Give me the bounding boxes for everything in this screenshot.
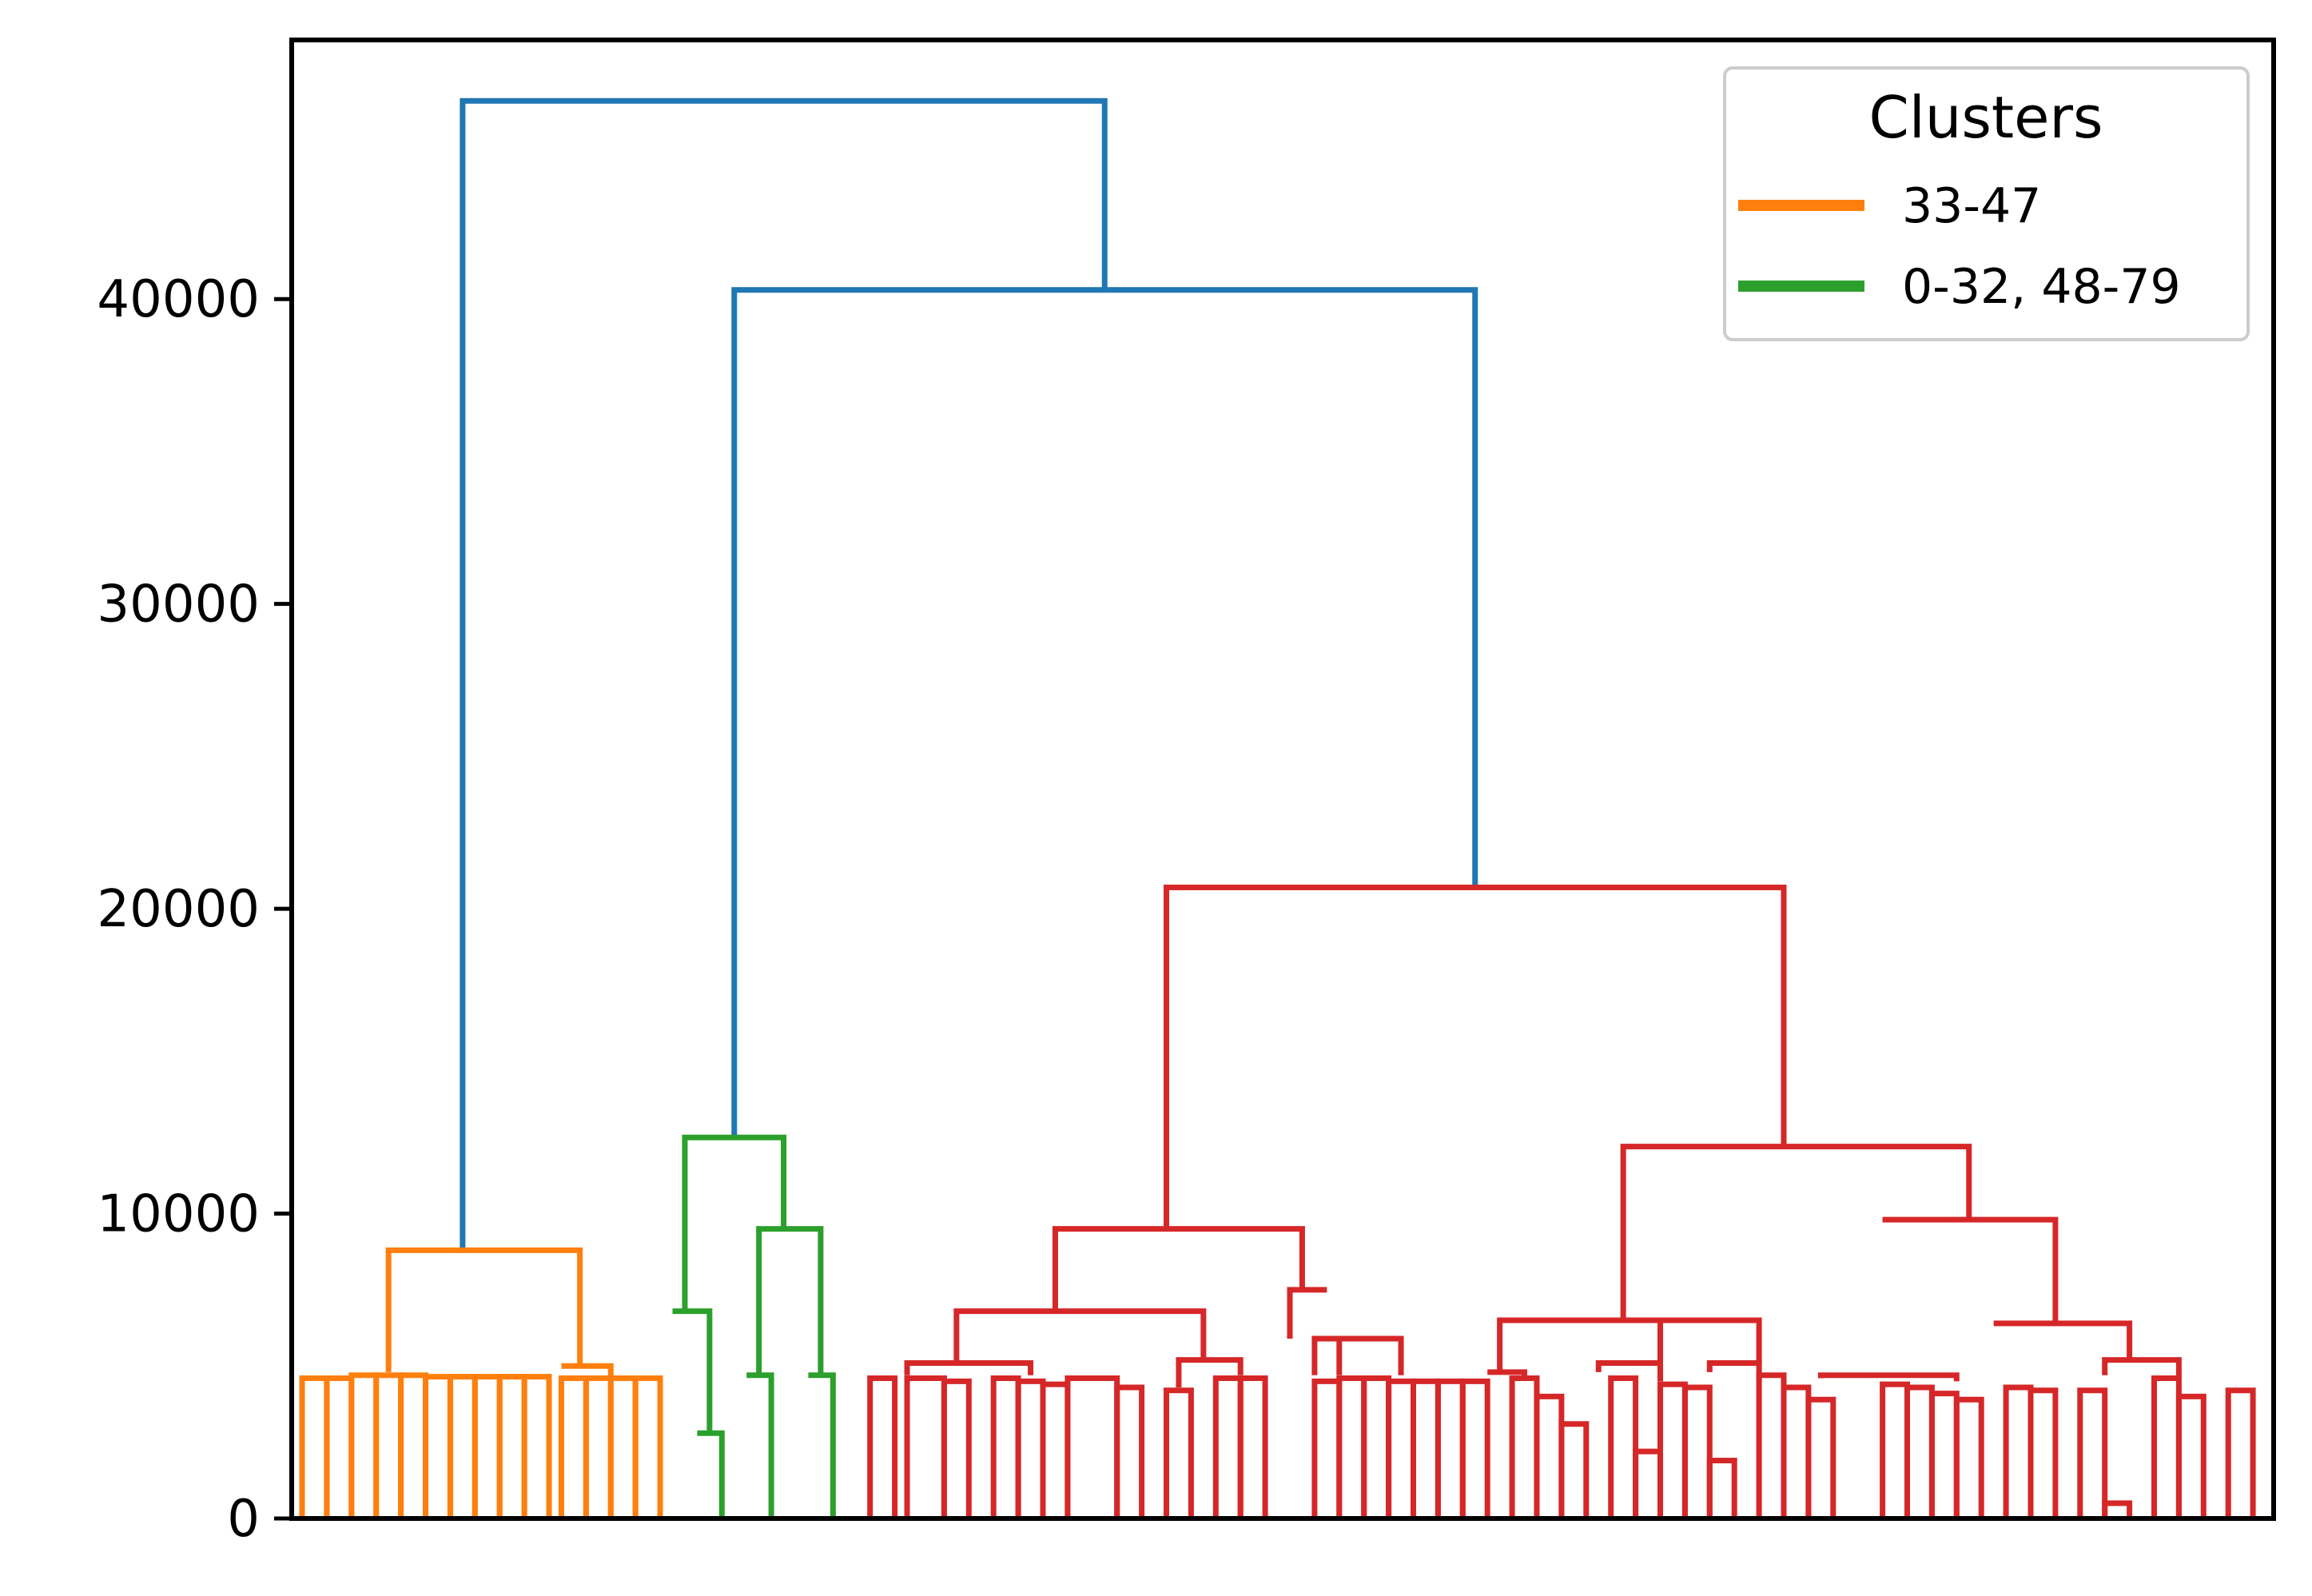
dendrogram-link-8: [746, 1372, 774, 1518]
y-tick-label-2: 20000: [97, 880, 260, 939]
dendrogram-link-5: [672, 1308, 713, 1434]
dendrogram-link-1: [731, 287, 1478, 1138]
red-leaf-link-28: [1805, 1396, 1836, 1518]
dendrogram-link-14: [904, 1359, 1034, 1375]
y-tick-label-3: 30000: [97, 575, 260, 635]
red-leaf-link-39: [2225, 1387, 2256, 1518]
dendrogram-link-10: [1164, 884, 1787, 1229]
red-leaf-link-38: [2175, 1393, 2207, 1518]
dendrogram-link-23: [1706, 1359, 1762, 1382]
y-tick-label-1: 10000: [97, 1185, 260, 1244]
red-leaf-link-25: [1706, 1458, 1737, 1518]
red-leaf-link-17: [1459, 1378, 1490, 1518]
red-leaf-link-35: [2077, 1387, 2108, 1518]
dendrogram-link-12: [1052, 1226, 1305, 1311]
dendrogram-link-25: [1993, 1320, 2133, 1360]
red-leaf-link-20: [1558, 1421, 1590, 1518]
dendrogram-link-26: [1817, 1372, 1960, 1382]
red-leaf-link-24: [1681, 1384, 1713, 1518]
y-tick-label-4: 40000: [97, 270, 260, 329]
red-leaf-link-34: [2027, 1387, 2059, 1518]
red-leaf-link-32: [1953, 1396, 1984, 1518]
y-axis: 0 10000 20000 30000 40000: [97, 270, 292, 1549]
red-leaf-link-7: [1114, 1384, 1145, 1518]
y-tick-label-0: 0: [227, 1490, 260, 1549]
dendrogram-link-6: [697, 1430, 725, 1518]
red-leaf-link-2: [941, 1378, 972, 1518]
red-leaf-link-10: [1237, 1375, 1268, 1518]
legend-label-0-32-48-79: 0-32, 48-79: [1902, 259, 2181, 315]
dendrogram-link-27: [2102, 1357, 2182, 1379]
dendrogram-leaves: [299, 1372, 2256, 1518]
legend-label-33-47: 33-47: [1902, 178, 2041, 234]
dendrogram-link-7: [756, 1226, 824, 1375]
red-leaf-link-21: [1608, 1375, 1639, 1518]
dendrogram-links: [385, 98, 2182, 1518]
plot-frame: [289, 38, 2276, 1521]
dendrogram-link-11: [1620, 1144, 1972, 1321]
dendrogram-link-16: [1287, 1287, 1327, 1339]
red-leaf-link-0: [867, 1375, 898, 1518]
dendrogram-link-0: [460, 98, 1108, 1251]
legend-box: [1723, 66, 2250, 341]
dendrogram-link-18: [1336, 1335, 1404, 1375]
dendrogram-link-15: [1176, 1357, 1244, 1387]
red-leaf-link-36: [2102, 1500, 2133, 1518]
dendrogram-link-24: [1882, 1216, 2059, 1323]
dendrogram-link-22: [1595, 1359, 1663, 1382]
dendrogram-link-3: [561, 1363, 614, 1379]
dendrogram-link-19: [1497, 1317, 1710, 1372]
orange-leaf-link-9: [521, 1374, 552, 1518]
dendrogram-link-9: [808, 1372, 836, 1518]
legend: Clusters 33-47 0-32, 48-79: [1723, 66, 2250, 341]
dendrogram-link-21: [1657, 1317, 1762, 1363]
dendrogram-link-2: [385, 1247, 583, 1372]
legend-title: Clusters: [1868, 84, 2103, 151]
orange-leaf-link-b3: [632, 1375, 663, 1518]
dendrogram-link-13: [953, 1308, 1207, 1363]
dendrogram-link-4: [682, 1134, 787, 1311]
red-leaf-link-8: [1164, 1387, 1194, 1518]
